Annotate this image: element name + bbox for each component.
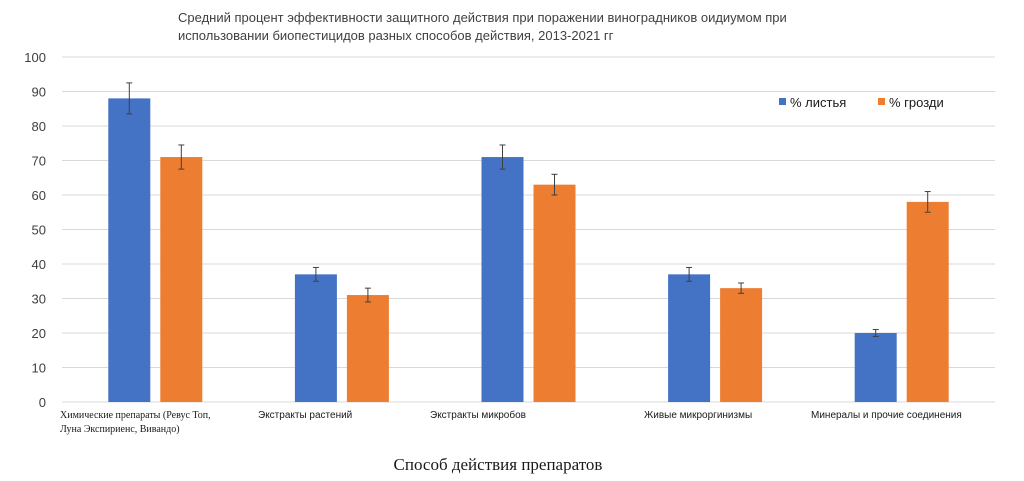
- chart-title: Средний процент эффективности защитного …: [178, 10, 787, 43]
- bar-clusters-4: [720, 288, 763, 402]
- x-category-label: Экстракты растений: [258, 410, 352, 421]
- x-category-label: Живые микроргинизмы: [644, 410, 752, 421]
- gridlines: [62, 56, 995, 403]
- legend-item: % грозди: [878, 95, 944, 110]
- x-category-line: Живые микроргинизмы: [644, 410, 752, 421]
- error-bars: [126, 82, 931, 337]
- bar-leaves-1: [108, 98, 151, 403]
- x-category-label: Минералы и прочие соединения: [811, 410, 962, 421]
- error-bar: [364, 287, 371, 303]
- y-tick-label: 80: [32, 119, 46, 134]
- error-bar: [499, 144, 506, 170]
- error-bar: [551, 173, 558, 196]
- y-tick-label: 30: [32, 292, 46, 307]
- error-bar: [126, 82, 133, 115]
- bar-leaves-5: [854, 333, 897, 402]
- bar-clusters-1: [160, 157, 203, 402]
- bar-leaves-2: [294, 274, 337, 402]
- bar-clusters-3: [533, 184, 576, 402]
- chart-title-line-2: использовании биопестицидов разных спосо…: [178, 28, 614, 43]
- legend-label: % грозди: [889, 95, 944, 110]
- y-tick-label: 100: [24, 50, 46, 65]
- legend-swatch: [779, 98, 786, 105]
- x-category-line: Химические препараты (Ревус Топ,: [60, 410, 211, 421]
- x-category-line: Минералы и прочие соединения: [811, 410, 962, 421]
- error-bar: [312, 266, 319, 282]
- bars: [108, 98, 949, 403]
- error-bar: [178, 144, 185, 170]
- error-bar: [738, 282, 745, 294]
- error-bar: [686, 266, 693, 282]
- legend-label: % листья: [790, 95, 846, 110]
- y-tick-label: 50: [32, 223, 46, 238]
- x-category-label: Экстракты микробов: [430, 409, 526, 421]
- y-tick-label: 60: [32, 188, 46, 203]
- error-bar: [924, 191, 931, 213]
- y-tick-label: 90: [32, 85, 46, 100]
- legend: % листья % грозди: [779, 95, 944, 110]
- bar-leaves-4: [668, 274, 711, 402]
- y-axis-ticks: 0 10 20 30 40 50 60 70 80 90 100: [24, 50, 46, 410]
- x-category-line: Луна Экспириенс, Вивандо): [60, 424, 180, 435]
- legend-item: % листья: [779, 95, 846, 110]
- chart-title-line-1: Средний процент эффективности защитного …: [178, 10, 787, 25]
- y-tick-label: 20: [32, 326, 46, 341]
- x-axis-categories: Химические препараты (Ревус Топ, Луна Экс…: [60, 409, 962, 435]
- error-bar: [872, 329, 879, 337]
- bar-clusters-2: [346, 295, 389, 402]
- x-axis-label: Способ действия препаратов: [394, 455, 603, 474]
- x-category-line: Экстракты микробов: [430, 409, 526, 421]
- y-tick-label: 10: [32, 361, 46, 376]
- y-tick-label: 70: [32, 154, 46, 169]
- x-category-line: Экстракты растений: [258, 410, 352, 421]
- legend-swatch: [878, 98, 885, 105]
- y-tick-label: 40: [32, 257, 46, 272]
- y-tick-label: 0: [39, 395, 46, 410]
- x-category-label: Химические препараты (Ревус Топ, Луна Экс…: [60, 410, 211, 435]
- bar-leaves-3: [481, 157, 524, 402]
- bar-clusters-5: [906, 201, 949, 402]
